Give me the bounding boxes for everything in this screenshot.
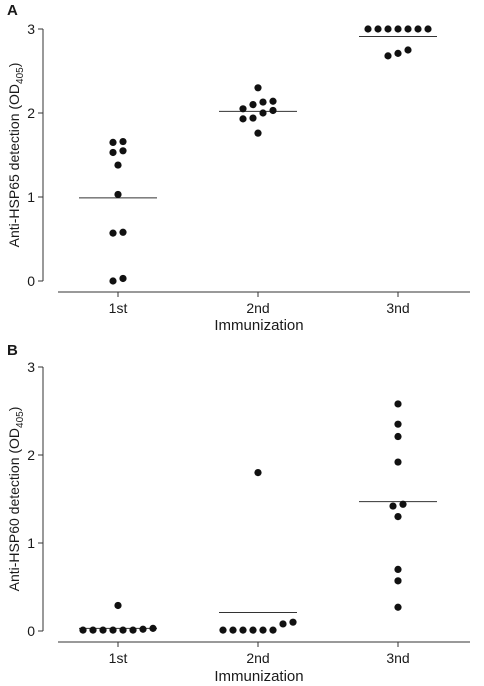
x-tick-label: 1st: [109, 300, 128, 316]
data-point: [394, 25, 402, 33]
data-point: [254, 469, 262, 477]
data-point: [259, 626, 267, 634]
data-point: [119, 274, 127, 283]
data-point: [149, 624, 157, 632]
data-point: [394, 577, 402, 585]
data-point: [119, 228, 127, 236]
data-point: [229, 626, 237, 634]
data-point: [129, 626, 137, 634]
y-tick-label: 0: [27, 623, 35, 639]
x-tick-label: 3nd: [386, 650, 409, 666]
data-point: [424, 25, 432, 33]
data-point: [289, 618, 297, 626]
y-tick-label: 1: [27, 189, 35, 205]
data-point: [394, 400, 402, 408]
chart-a: 0 1 2 3 1st 2nd 3nd Immunization Anti-HSP65 dete…: [6, 21, 470, 334]
y-tick-label: 3: [27, 359, 35, 375]
data-point: [239, 105, 247, 113]
data-point: [414, 25, 422, 33]
x-tick-label: 2nd: [246, 300, 269, 316]
y-tick-label: 1: [27, 535, 35, 551]
data-point: [249, 626, 257, 634]
data-point: [249, 101, 257, 109]
data-point: [259, 98, 267, 106]
data-point: [99, 626, 107, 634]
y-tick-label: 2: [27, 447, 35, 463]
data-point: [269, 97, 277, 105]
data-point: [269, 626, 277, 634]
data-point: [269, 106, 277, 115]
data-point: [109, 138, 117, 146]
data-point: [374, 25, 382, 33]
data-point: [89, 626, 97, 634]
data-point: [394, 513, 402, 521]
data-point: [109, 626, 117, 634]
y-axis-title: Anti-HSP60 detection (OD405): [6, 407, 26, 592]
x-tick-label: 2nd: [246, 650, 269, 666]
data-point: [404, 25, 412, 33]
y-tick-label: 2: [27, 105, 35, 121]
chart-b: 0 1 2 3 1st 2nd 3nd Immunization Anti-HSP60 dete…: [6, 359, 470, 685]
data-point: [394, 420, 402, 428]
data-point: [239, 115, 247, 123]
data-point: [109, 277, 117, 285]
data-point: [394, 458, 402, 466]
data-point: [259, 109, 267, 117]
data-point: [364, 25, 372, 33]
data-point: [139, 625, 147, 633]
panel-a: A 0 1 2 3 1st 2nd 3nd Immunization Anti-HSP65 de…: [0, 0, 484, 340]
data-point: [254, 129, 262, 137]
data-point: [399, 500, 407, 508]
data-point: [249, 114, 257, 122]
data-point: [79, 626, 87, 634]
panel-a-label: A: [7, 2, 18, 19]
data-point: [394, 565, 402, 573]
data-point: [394, 432, 402, 441]
data-point: [389, 502, 397, 510]
data-point: [404, 46, 412, 54]
y-tick-label: 3: [27, 21, 35, 37]
data-point: [109, 148, 117, 157]
panel-b-label: B: [7, 342, 18, 359]
x-axis-title: Immunization: [214, 317, 303, 334]
data-point: [114, 601, 122, 610]
y-axis-title: Anti-HSP65 detection (OD405): [6, 63, 26, 248]
data-point: [119, 626, 127, 634]
data-point: [219, 626, 227, 634]
data-point: [384, 52, 392, 60]
data-point: [384, 25, 392, 33]
data-point: [114, 161, 122, 169]
x-axis-title: Immunization: [214, 668, 303, 685]
data-point: [119, 147, 127, 155]
data-point: [239, 626, 247, 634]
data-point: [254, 84, 262, 92]
x-tick-label: 1st: [109, 650, 128, 666]
x-tick-label: 3nd: [386, 300, 409, 316]
data-point: [394, 603, 402, 611]
y-tick-label: 0: [27, 273, 35, 289]
data-point: [109, 229, 117, 237]
data-point: [394, 49, 402, 57]
data-point: [114, 190, 122, 199]
panel-b: B 0 1 2 3 1st 2nd 3nd Immunization Anti-HSP60 de…: [0, 340, 484, 686]
data-point: [279, 620, 287, 628]
data-point: [119, 137, 127, 146]
